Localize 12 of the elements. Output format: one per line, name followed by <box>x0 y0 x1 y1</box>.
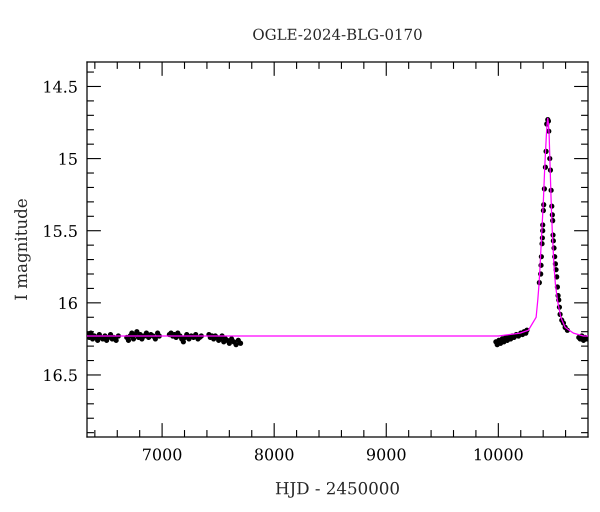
y-tick-label: 16.5 <box>44 369 77 382</box>
y-tick-label: 16 <box>60 297 77 310</box>
x-tick-label: 9000 <box>366 448 406 460</box>
y-tick-label: 15.5 <box>44 224 77 238</box>
y-tick-label: 14.5 <box>44 80 77 93</box>
chart-title: OGLE-2024-BLG-0170 <box>253 28 422 40</box>
x-tick-label: 7000 <box>143 448 182 460</box>
x-axis-title: HJD - 2450000 <box>276 482 399 498</box>
y-tick-label: 15 <box>60 152 77 165</box>
x-tick-label: 8000 <box>254 448 294 460</box>
y-axis-title: I magnitude <box>14 199 31 300</box>
x-tick-label: 10000 <box>474 448 523 460</box>
